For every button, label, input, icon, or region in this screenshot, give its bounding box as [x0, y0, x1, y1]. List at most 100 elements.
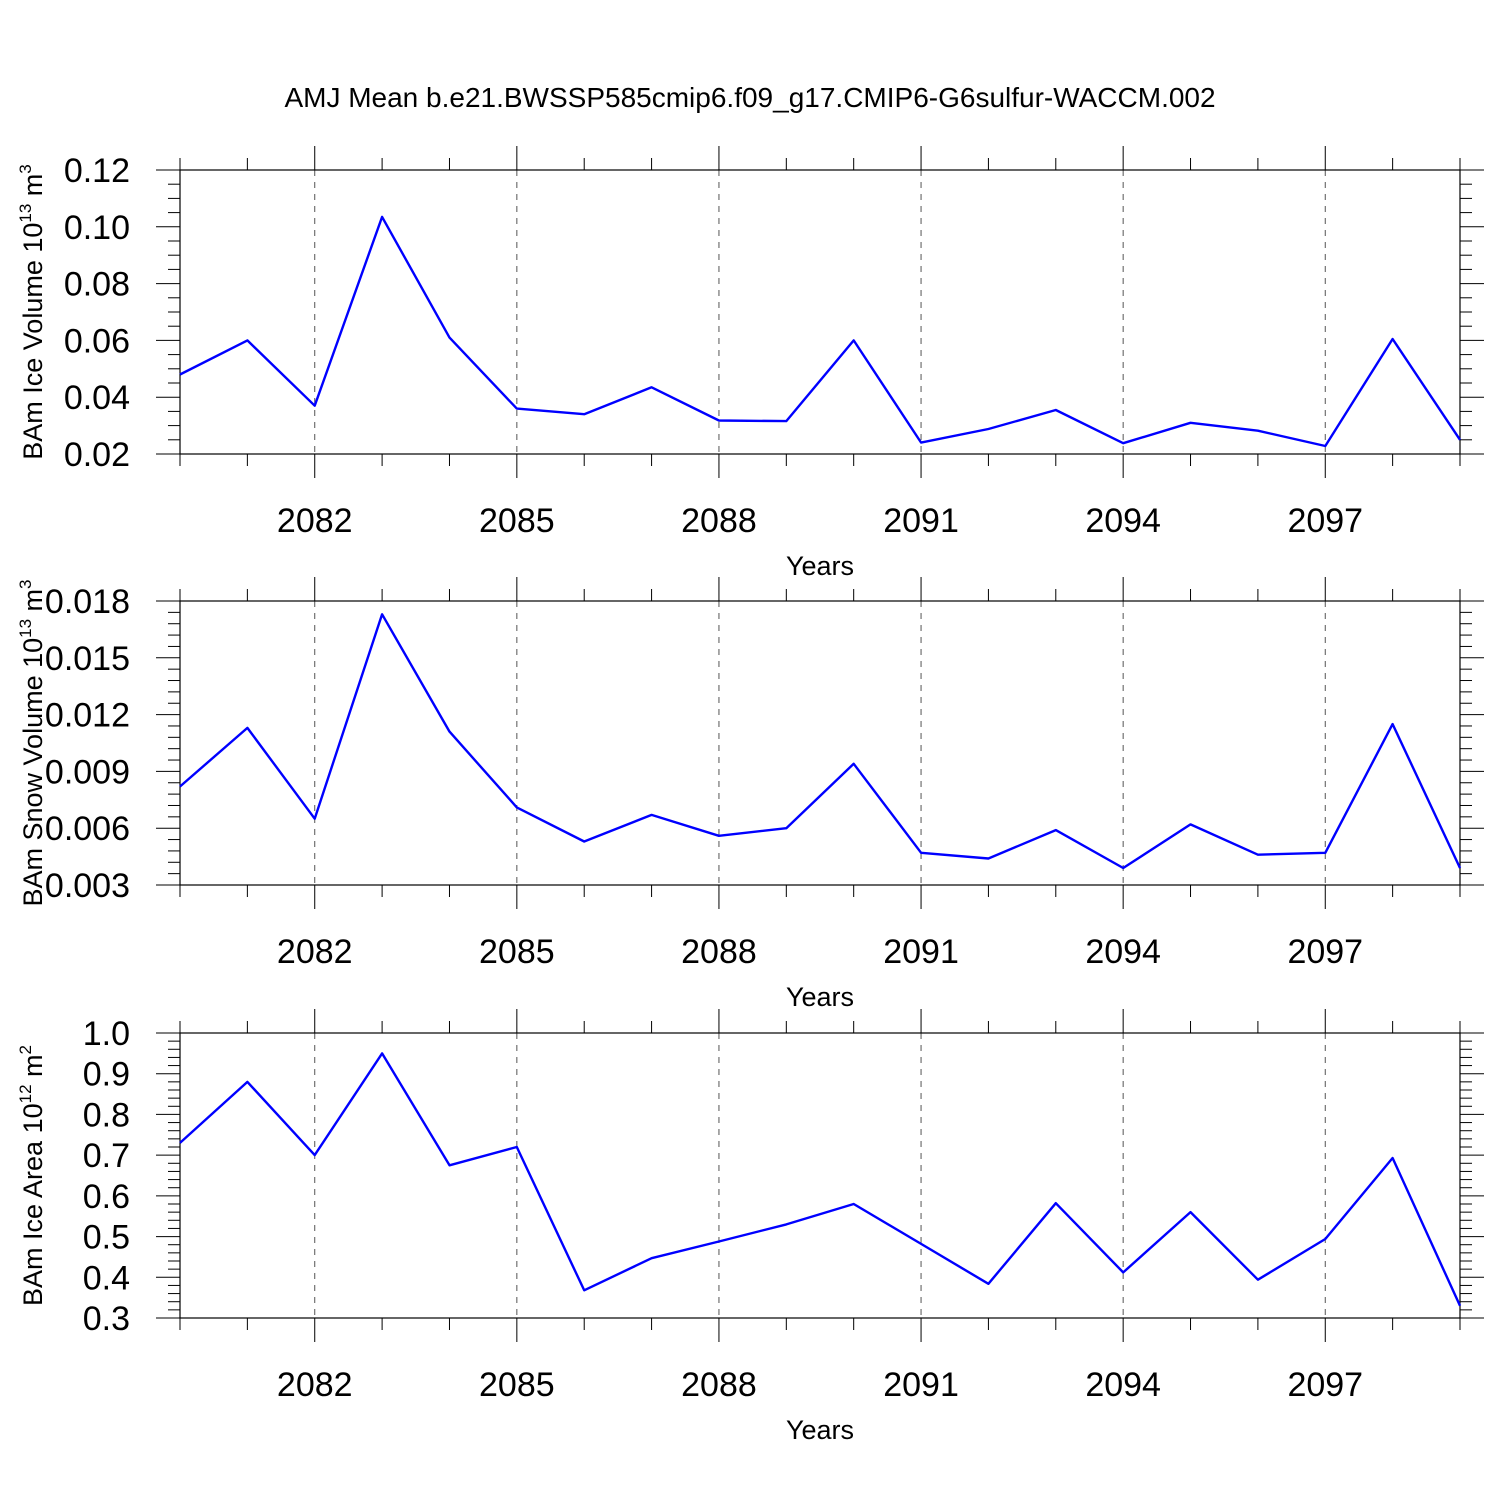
y-axis-label-text: m — [18, 1054, 48, 1084]
y-axis-label: BAm Ice Area 1012 m2 — [16, 1045, 48, 1306]
data-point — [986, 1282, 990, 1286]
y-axis-label-text: m — [18, 589, 48, 619]
figure-title: AMJ Mean b.e21.BWSSP585cmip6.f09_g17.CMI… — [284, 82, 1215, 113]
series-line — [179, 215, 1461, 448]
x-tick-label: 2094 — [1085, 933, 1161, 971]
y-axis-label-superscript: 2 — [16, 1045, 35, 1054]
data-point — [986, 427, 990, 431]
panel-2: 2082 2085 2088 2091 2094 2097 0.003 0.006 0.009 0… — [16, 577, 1484, 1012]
y-tick-label: 0.6 — [83, 1178, 130, 1216]
data-point — [1323, 1237, 1327, 1241]
data-point — [178, 785, 182, 789]
y-tick-label: 0.8 — [83, 1096, 130, 1134]
data-point — [380, 612, 384, 616]
x-tick-label: 2091 — [883, 1366, 959, 1404]
x-tick-label: 2097 — [1287, 1366, 1363, 1404]
data-point — [717, 1239, 721, 1243]
data-point — [784, 826, 788, 830]
data-point — [515, 805, 519, 809]
data-point — [852, 338, 856, 342]
data-point — [178, 372, 182, 376]
data-point — [582, 839, 586, 843]
data-point — [1256, 853, 1260, 857]
data-point — [245, 726, 249, 730]
data-point — [1458, 1304, 1462, 1308]
y-tick-label: 0.006 — [45, 810, 130, 848]
data-point — [1458, 438, 1462, 442]
data-point — [986, 856, 990, 860]
data-point — [919, 851, 923, 855]
data-point — [1121, 441, 1125, 445]
data-point — [1458, 866, 1462, 870]
x-tick-label: 2097 — [1287, 502, 1363, 540]
y-axis-label-superscript: 12 — [16, 1084, 35, 1103]
y-axis-label-superscript: 13 — [16, 619, 35, 638]
data-point — [380, 215, 384, 219]
series-line — [179, 613, 1462, 870]
x-tick-label: 2082 — [277, 502, 353, 540]
y-tick-label: 0.003 — [45, 867, 130, 905]
plot-frame — [179, 169, 1461, 455]
data-point — [1391, 722, 1395, 726]
y-tick-label: 1.0 — [83, 1015, 130, 1053]
data-point — [313, 817, 317, 821]
y-tick-label: 0.02 — [64, 436, 130, 474]
data-point — [717, 418, 721, 422]
data-point — [1189, 822, 1193, 826]
plot-frame — [179, 600, 1461, 886]
data-point — [582, 412, 586, 416]
y-axis-label-superscript: 13 — [16, 204, 35, 223]
x-tick-label: 2097 — [1287, 933, 1363, 971]
data-point — [1189, 1210, 1193, 1214]
data-point — [919, 441, 923, 445]
x-tick-label: 2088 — [681, 933, 757, 971]
y-tick-label: 0.012 — [45, 697, 130, 735]
data-point — [919, 1242, 923, 1246]
y-tick-label: 0.7 — [83, 1137, 130, 1175]
y-tick-label: 0.015 — [45, 640, 130, 678]
y-axis-label-superscript: 3 — [16, 164, 35, 173]
panel-1: 2082 2085 2088 2091 2094 2097 0.02 0.04 0.06 0.08… — [16, 146, 1484, 581]
data-point — [1054, 828, 1058, 832]
data-point — [1189, 421, 1193, 425]
x-tick-label: 2082 — [277, 1366, 353, 1404]
data-point — [1323, 851, 1327, 855]
data-point — [852, 762, 856, 766]
y-tick-label: 0.4 — [83, 1259, 130, 1297]
data-point — [784, 419, 788, 423]
y-tick-label: 0.06 — [64, 322, 130, 360]
y-axis-label-text: BAm Ice Volume 10 — [18, 223, 48, 460]
panel-3: 2082 2085 2088 2091 2094 20970.30.40.50.60.70… — [16, 1009, 1484, 1445]
y-tick-label: 0.009 — [45, 753, 130, 791]
data-point — [650, 1256, 654, 1260]
data-point — [1323, 444, 1327, 448]
data-point — [1256, 1278, 1260, 1282]
data-point — [650, 385, 654, 389]
y-tick-label: 0.12 — [64, 152, 130, 190]
x-tick-label: 2088 — [681, 502, 757, 540]
y-axis-label-text: m — [18, 174, 48, 204]
data-point — [1256, 429, 1260, 433]
data-point — [717, 834, 721, 838]
data-point — [582, 1288, 586, 1292]
y-tick-label: 0.3 — [83, 1300, 130, 1338]
plot-frame — [179, 1032, 1461, 1319]
data-point — [245, 1080, 249, 1084]
y-tick-label: 0.5 — [83, 1219, 130, 1257]
data-point — [1121, 1270, 1125, 1274]
y-tick-label: 0.018 — [45, 583, 130, 621]
data-point — [447, 1163, 451, 1167]
y-axis-label-text: BAm Snow Volume 10 — [18, 638, 48, 907]
y-axis-label-superscript: 3 — [16, 579, 35, 588]
y-axis-label-text: BAm Ice Area 10 — [18, 1103, 48, 1306]
x-tick-label: 2085 — [479, 502, 555, 540]
data-point — [515, 407, 519, 411]
y-tick-label: 0.9 — [83, 1056, 130, 1094]
x-tick-label: 2091 — [883, 933, 959, 971]
data-point — [650, 813, 654, 817]
data-point — [1391, 337, 1395, 341]
data-point — [447, 336, 451, 340]
x-axis-label: Years — [786, 1415, 854, 1445]
